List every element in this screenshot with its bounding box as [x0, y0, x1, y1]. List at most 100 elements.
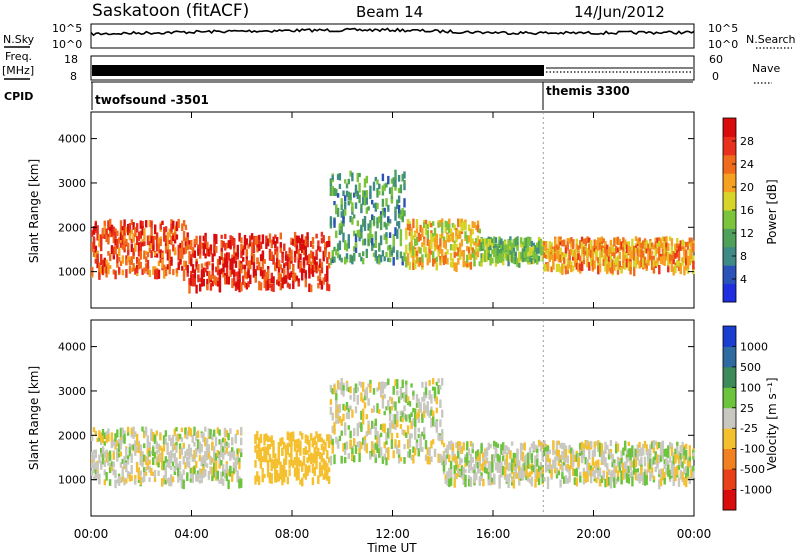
- data-cell: [575, 262, 578, 270]
- data-cell: [485, 457, 489, 462]
- data-cell: [616, 247, 620, 253]
- data-cell: [536, 473, 539, 482]
- data-cell: [342, 216, 345, 224]
- data-cell: [143, 250, 146, 260]
- data-cell: [274, 234, 277, 239]
- data-cell: [555, 453, 559, 460]
- data-cell: [622, 237, 625, 247]
- data-cell: [381, 173, 385, 182]
- data-cell: [451, 451, 455, 460]
- data-cell: [622, 262, 625, 269]
- data-cell: [559, 443, 562, 449]
- data-cell: [288, 283, 291, 290]
- data-cell: [579, 476, 582, 483]
- data-cell: [157, 260, 161, 267]
- data-cell: [365, 443, 368, 454]
- data-cell: [629, 471, 632, 478]
- data-cell: [476, 449, 480, 457]
- data-cell: [199, 253, 202, 259]
- data-cell: [545, 455, 548, 465]
- data-cell: [188, 241, 191, 250]
- data-cell: [423, 402, 426, 411]
- cpid-label: CPID: [4, 90, 33, 103]
- data-cell: [439, 435, 442, 442]
- data-cell: [162, 444, 166, 452]
- colorbar-swatch: [723, 448, 736, 470]
- data-cell: [166, 461, 169, 466]
- data-cell: [281, 253, 284, 263]
- data-cell: [523, 455, 526, 463]
- data-cell: [396, 432, 399, 438]
- data-cell: [677, 477, 681, 487]
- data-cell: [168, 451, 171, 458]
- data-cell: [211, 466, 214, 476]
- data-cell: [527, 460, 530, 469]
- data-cell: [340, 378, 343, 386]
- colorbar-tick-label: -500: [740, 463, 765, 476]
- data-cell: [485, 447, 489, 457]
- data-cell: [557, 240, 560, 247]
- data-cell: [620, 470, 623, 476]
- data-cell: [512, 246, 516, 252]
- data-cell: [240, 243, 243, 251]
- data-cell: [600, 447, 604, 455]
- data-cell: [442, 442, 446, 448]
- data-cell: [358, 252, 361, 257]
- data-cell: [505, 460, 508, 470]
- data-cell: [125, 451, 128, 459]
- data-cell: [598, 448, 602, 457]
- data-cell: [620, 267, 623, 274]
- data-cell: [602, 450, 605, 458]
- data-cell: [580, 236, 584, 246]
- data-cell: [200, 263, 204, 269]
- data-cell: [171, 476, 175, 483]
- data-cell: [618, 251, 621, 260]
- data-cell: [536, 453, 539, 461]
- data-cell: [101, 259, 105, 268]
- data-cell: [189, 447, 193, 457]
- data-cell: [356, 220, 359, 227]
- data-cell: [388, 248, 392, 258]
- data-cell: [256, 257, 259, 265]
- data-cell: [613, 251, 616, 259]
- data-cell: [586, 472, 589, 482]
- data-cell: [327, 240, 331, 247]
- data-cell: [449, 261, 453, 268]
- data-cell: [292, 284, 295, 290]
- data-cell: [595, 441, 598, 446]
- data-cell: [631, 476, 634, 487]
- data-cell: [329, 179, 333, 185]
- data-cell: [658, 456, 661, 464]
- data-cell: [349, 256, 352, 263]
- data-cell: [613, 463, 616, 473]
- data-cell: [354, 242, 358, 248]
- data-cell: [387, 216, 390, 223]
- data-cell: [466, 441, 469, 451]
- data-cell: [347, 200, 350, 206]
- data-cell: [397, 449, 401, 455]
- data-cell: [388, 406, 392, 416]
- data-cell: [188, 284, 191, 294]
- data-cell: [304, 434, 307, 439]
- data-cell: [503, 445, 507, 454]
- data-cell: [371, 420, 374, 429]
- data-cell: [484, 239, 487, 247]
- data-cell: [462, 221, 465, 231]
- power-cells: [91, 112, 695, 308]
- data-cell: [672, 251, 675, 260]
- data-cell: [345, 382, 349, 392]
- data-cell: [500, 461, 503, 467]
- data-cell: [462, 467, 465, 474]
- data-cell: [566, 264, 569, 271]
- data-cell: [258, 234, 261, 244]
- data-cell: [290, 240, 293, 245]
- data-cell: [609, 248, 613, 255]
- data-cell: [211, 270, 214, 276]
- data-cell: [439, 234, 442, 239]
- data-cell: [417, 448, 420, 457]
- data-cell: [421, 260, 424, 267]
- data-cell: [281, 282, 284, 289]
- data-cell: [236, 271, 239, 280]
- data-cell: [345, 243, 349, 248]
- data-cell: [301, 432, 304, 440]
